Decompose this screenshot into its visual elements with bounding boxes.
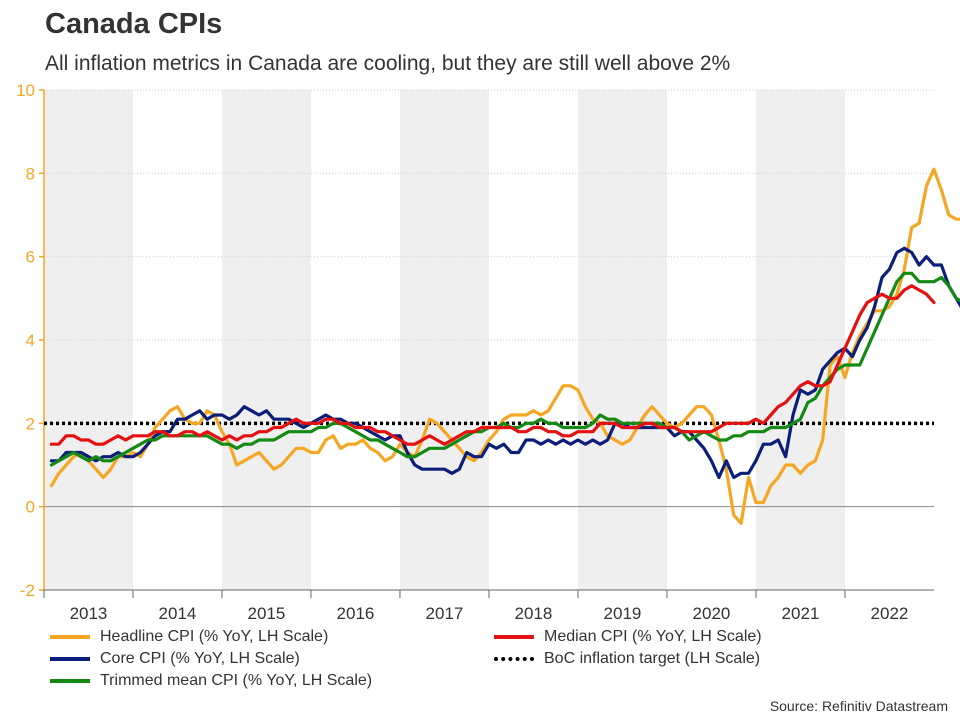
y-tick-label--2: -2 [20,581,35,600]
series-lines [44,167,960,525]
legend-label-headline: Headline CPI (% YoY, LH Scale) [100,628,329,645]
series-line-headline [49,167,960,525]
legend-item-headline: Headline CPI (% YoY, LH Scale) [50,628,328,646]
y-tick-label-10: 10 [16,81,35,100]
chart-subtitle: All inflation metrics in Canada are cool… [45,52,731,75]
series-line-median [49,284,936,446]
y-tick-label-8: 8 [26,164,35,183]
y-tick-label-0: 0 [26,498,35,517]
y-axis: -2 0 2 4 6 8 10 [16,81,45,600]
y-tick-label-2: 2 [26,414,35,433]
series-line-trimmed [49,271,960,467]
legend-item-median: Median CPI (% YoY, LH Scale) [494,628,762,646]
legend-swatch-target [494,657,534,661]
x-tick-label-2022: 2022 [871,604,909,623]
y-tick-label-4: 4 [26,331,35,350]
x-tick-label-2020: 2020 [693,604,731,623]
y-tick-label-6: 6 [26,248,35,267]
x-tick-label-2014: 2014 [159,604,197,623]
legend-item-trimmed: Trimmed mean CPI (% YoY, LH Scale) [50,672,372,690]
chart-title: Canada CPIs [45,8,223,40]
legend-swatch-trimmed [50,679,90,683]
x-tick-label-2018: 2018 [515,604,553,623]
x-tick-label-2021: 2021 [782,604,820,623]
legend-item-target: BoC inflation target (LH Scale) [494,650,760,668]
x-tick-label-2015: 2015 [248,604,286,623]
source-note: Source: Refinitiv Datastream [769,698,948,714]
legend-item-core: Core CPI (% YoY, LH Scale) [50,650,300,668]
x-axis: 2013 2014 2015 2016 2017 2018 2019 2020 2021 2022 [43,589,934,623]
legend-swatch-core [50,657,90,661]
legend-label-median: Median CPI (% YoY, LH Scale) [544,628,762,645]
legend-label-trimmed: Trimmed mean CPI (% YoY, LH Scale) [100,672,373,689]
legend-label-target: BoC inflation target (LH Scale) [544,650,761,667]
x-tick-label-2013: 2013 [70,604,108,623]
x-tick-label-2016: 2016 [337,604,375,623]
legend-label-core: Core CPI (% YoY, LH Scale) [100,650,300,667]
x-tick-label-2019: 2019 [604,604,642,623]
legend-swatch-headline [50,635,90,639]
x-tick-label-2017: 2017 [426,604,464,623]
series-line-core [49,246,960,480]
legend-swatch-median [494,635,534,639]
